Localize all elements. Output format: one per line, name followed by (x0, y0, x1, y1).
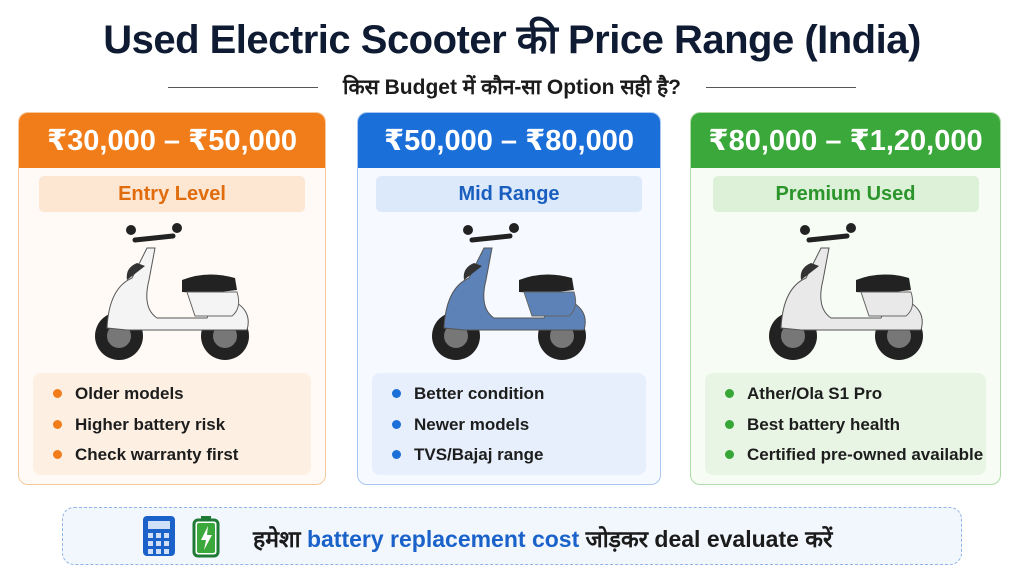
tip-lead: हमेशा (253, 526, 301, 552)
point: Best battery health (725, 410, 986, 441)
points: Older models Higher battery risk Check w… (33, 373, 311, 475)
subtitle: किस Budget में कौन-सा Option सही है? (343, 76, 681, 99)
points: Ather/Ola S1 Pro Best battery health Cer… (705, 373, 986, 475)
point: TVS/Bajaj range (392, 440, 646, 471)
divider (168, 87, 318, 88)
tip-tail: जोड़कर deal evaluate करें (585, 526, 833, 552)
point: Newer models (392, 410, 646, 441)
scooter-image (87, 218, 257, 368)
price-card: ₹50,000 – ₹80,000 Mid Range Better condi… (357, 112, 661, 485)
price-range: ₹80,000 – ₹1,20,000 (691, 113, 1000, 168)
divider (706, 87, 856, 88)
tip-text: हमेशा battery replacement cost जोड़कर de… (253, 522, 832, 554)
price-card: ₹30,000 – ₹50,000 Entry Level Older mode… (18, 112, 326, 485)
point: Older models (53, 379, 311, 410)
icons (143, 516, 220, 558)
title: Used Electric Scooter की Price Range (In… (103, 18, 921, 62)
price-range: ₹30,000 – ₹50,000 (19, 113, 325, 168)
points: Better condition Newer models TVS/Bajaj … (372, 373, 646, 475)
level: Entry Level (39, 176, 305, 212)
tip-highlight: battery replacement cost (306, 526, 580, 552)
level: Premium Used (712, 176, 979, 212)
price-card: ₹80,000 – ₹1,20,000 Premium Used Ather/O… (690, 112, 1001, 485)
level: Mid Range (376, 176, 642, 212)
point: Certified pre-owned available (725, 440, 986, 471)
price-range: ₹50,000 – ₹80,000 (358, 113, 660, 168)
point: Better condition (392, 379, 646, 410)
tip-box: हमेशा battery replacement cost जोड़कर de… (62, 507, 962, 565)
point: Check warranty first (53, 440, 311, 471)
scooter-image (424, 218, 594, 368)
point: Higher battery risk (53, 410, 311, 441)
scooter-image (761, 218, 931, 368)
point: Ather/Ola S1 Pro (725, 379, 986, 410)
